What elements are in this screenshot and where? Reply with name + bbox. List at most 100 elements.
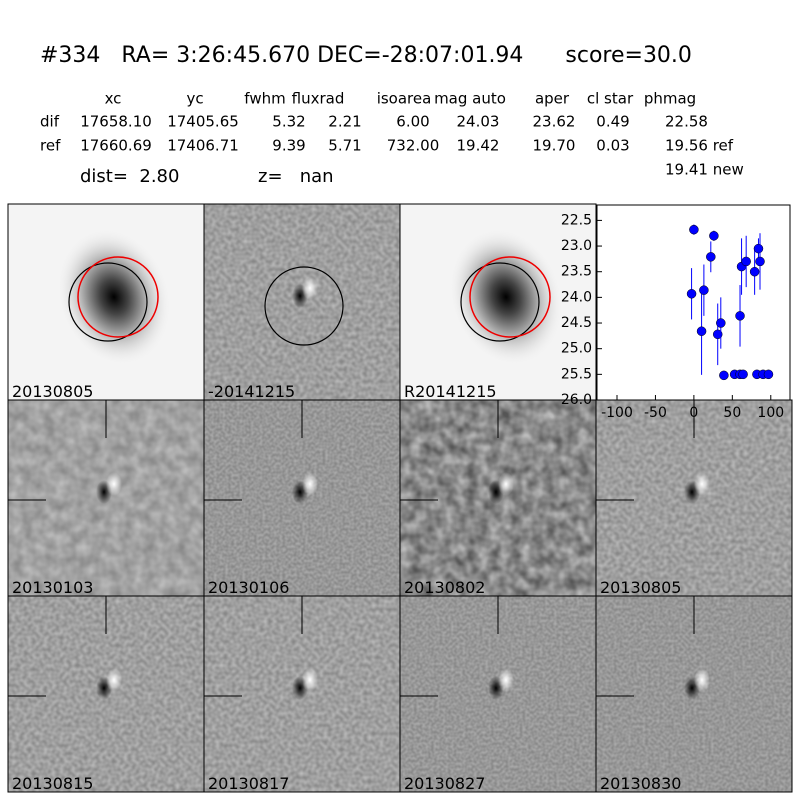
ref-circle [460, 262, 540, 342]
y-tick-label: 22.5 [561, 212, 592, 228]
image-panel: 20130827 [399, 595, 597, 793]
redshift: z= nan [258, 166, 334, 187]
table-cell: 23.62 [533, 113, 576, 131]
image-panel: 20130817 [203, 595, 401, 793]
table-cell: 17406.71 [167, 137, 239, 155]
y-tick-label: 25.0 [561, 341, 592, 357]
column-header: xc [105, 90, 122, 108]
residual-bright [694, 668, 710, 692]
x-tick-label: -50 [644, 405, 667, 421]
column-header: aper [535, 90, 570, 108]
image-panel: 20130106 [203, 399, 401, 597]
table-cell: 19.56 ref [665, 137, 734, 155]
residual-bright [106, 668, 122, 692]
point [712, 329, 723, 340]
table-cell: 17405.65 [167, 113, 239, 131]
residual-bright [302, 276, 318, 300]
column-header: mag auto [434, 90, 506, 108]
table-cell: 19.42 [457, 137, 500, 155]
title: #334 RA= 3:26:45.670 DEC=-28:07:01.94 sc… [40, 43, 692, 68]
column-header: fwhm [244, 90, 285, 108]
table-cell: dif [40, 113, 60, 131]
ref-circle [68, 262, 148, 342]
image-panel: R20141215 [399, 203, 597, 401]
panel-frame [595, 595, 793, 793]
light-curve: 22.5 23.0 23.5 24.0 24.5 25.0 25.5 26.0 -100 -50 0… [561, 204, 791, 421]
column-header: phmag [644, 90, 696, 108]
image-panel: 20130805 [595, 399, 793, 597]
point [696, 326, 707, 336]
panel-label: -20141215 [208, 382, 295, 401]
image-panel: 20130815 [7, 595, 205, 793]
table-cell: ref [40, 137, 61, 155]
plot-bg [596, 204, 791, 401]
dist: dist= 2.80 [80, 166, 179, 187]
image-panel: 20130802 [399, 399, 597, 597]
point [735, 311, 745, 321]
residual-bright [106, 472, 122, 496]
point [716, 318, 726, 328]
galaxy [449, 228, 563, 366]
sn-circle [77, 256, 159, 338]
image-panel: 20130103 [7, 399, 205, 597]
point [749, 266, 760, 277]
residual-bright [694, 472, 710, 496]
table-cell: 0.03 [596, 137, 629, 155]
point [741, 256, 751, 267]
image-panel: 20130805 [7, 203, 205, 401]
y-tick-label: 23.0 [561, 238, 592, 254]
point [689, 224, 699, 235]
y-tick-label: 24.5 [561, 315, 592, 331]
table-cell: 732.00 [387, 137, 440, 155]
ref-circle [264, 266, 344, 346]
table-cell: 17658.10 [80, 113, 152, 131]
panel-label: 20130805 [12, 382, 93, 401]
column-header: cl star [587, 90, 634, 108]
point [706, 252, 716, 262]
panel-label: 20130815 [12, 774, 93, 793]
point [753, 243, 764, 254]
table-cell: 9.39 [272, 137, 305, 155]
residual-bright [498, 668, 514, 692]
column-header: isoarea [377, 90, 432, 108]
point [763, 369, 774, 380]
table-extra: 19.41 new [665, 161, 744, 179]
panel-label: R20141215 [404, 382, 497, 401]
table-cell: 5.32 [272, 113, 305, 131]
table-cell: 6.00 [396, 113, 429, 131]
panel-label: 20130106 [208, 578, 289, 597]
panel-label: 20130805 [600, 578, 681, 597]
y-tick-label: 23.5 [561, 264, 592, 280]
table-cell: 19.70 [533, 137, 576, 155]
y-tick-label: 26.0 [561, 392, 592, 408]
x-tick-label: 100 [757, 405, 784, 421]
table-cell: 5.71 [328, 137, 361, 155]
panel-label: 20130827 [404, 774, 485, 793]
image-panel: 20130830 [595, 595, 793, 793]
point [699, 285, 709, 295]
column-header: fluxrad [292, 90, 345, 108]
point [686, 289, 697, 299]
header: #334 RA= 3:26:45.670 DEC=-28:07:01.94 sc… [40, 43, 744, 187]
sn-circle [469, 256, 551, 338]
table-cell: 24.03 [457, 113, 500, 131]
image-panel: -20141215 [203, 203, 401, 401]
column-header: yc [186, 90, 203, 108]
x-tick-label: -100 [601, 405, 633, 421]
x-tick-label: 50 [723, 405, 741, 421]
galaxy [57, 228, 171, 366]
table-cell: 17660.69 [80, 137, 152, 155]
point [755, 256, 765, 267]
table-cell: 22.58 [665, 113, 708, 131]
table-cell: 0.49 [596, 113, 629, 131]
panel-label: 20130817 [208, 774, 289, 793]
point [719, 370, 729, 381]
panel-label: 20130103 [12, 578, 93, 597]
table-cell: 2.21 [328, 113, 361, 131]
residual-bright [302, 668, 318, 692]
point [709, 231, 719, 241]
panel-label: 20130802 [404, 578, 485, 597]
x-tick-label: 0 [689, 405, 698, 421]
point [738, 369, 748, 380]
